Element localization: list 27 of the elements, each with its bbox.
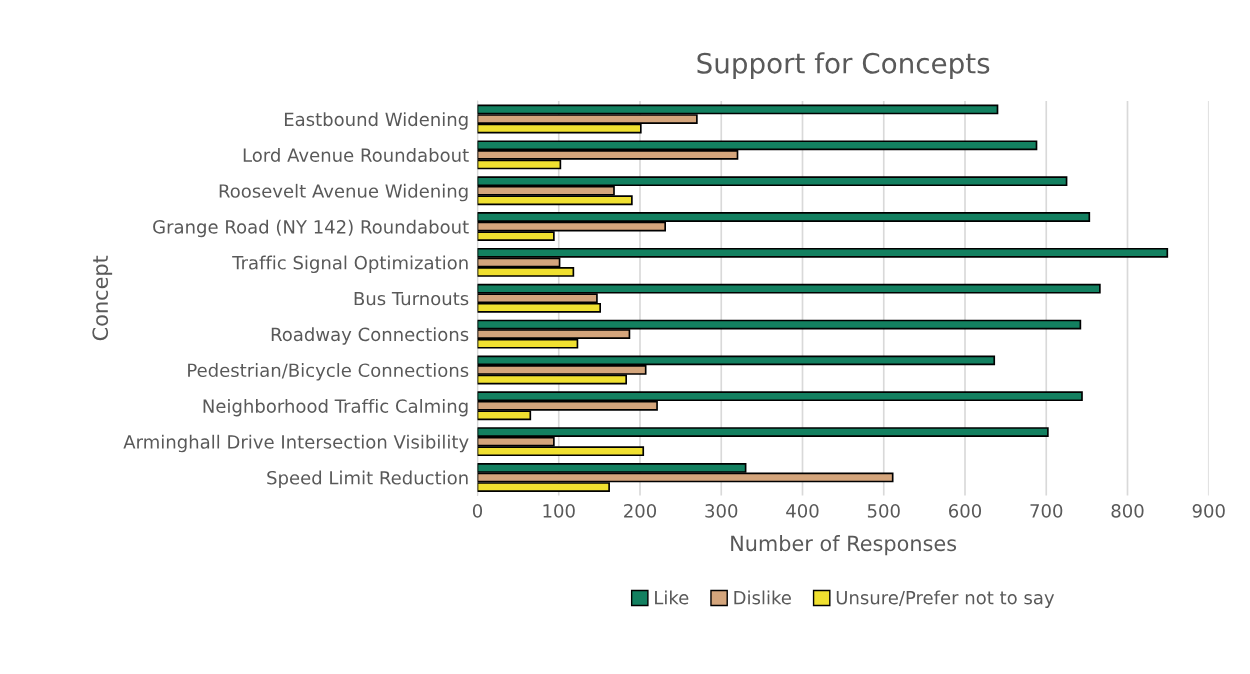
y-tick-label: Roosevelt Avenue Widening [219,183,468,202]
x-axis-title: Number of Responses [731,535,957,556]
chart-title: Support for Concepts [697,52,990,80]
y-tick-label: Neighborhood Traffic Calming [203,398,468,417]
legend-label: Dislike [734,590,791,605]
y-tick-label: Arminghall Drive Intersection Visibility [123,434,469,453]
y-tick-label: Traffic Signal Optimization [232,255,468,274]
y-tick-label: Eastbound Widening [284,112,468,130]
x-tick-label: 500 [867,504,900,518]
x-tick-label: 600 [949,504,982,518]
legend-label: Unsure/Prefer not to say [836,590,1055,608]
x-tick-label: 200 [624,504,657,518]
y-tick-label: Roadway Connections [271,327,469,345]
x-tick-label: 900 [1192,504,1225,518]
y-tick-label: Pedestrian/Bicycle Connections [188,363,469,381]
y-tick-label: Lord Avenue Roundabout [243,148,469,162]
y-tick-label: Speed Limit Reduction [267,470,468,489]
x-tick-label: 400 [786,504,819,518]
x-tick-label: 0 [472,504,483,518]
y-tick-label: Grange Road (NY 142) Roundabout [153,219,469,238]
y-tick-label: Bus Turnouts [354,291,469,306]
x-tick-label: 700 [1030,504,1063,518]
x-tick-label: 300 [705,504,738,518]
x-tick-label: 800 [1111,504,1144,518]
y-axis-title: Concept [92,255,113,341]
legend-label: Like [655,590,689,605]
x-tick-label: 100 [543,504,575,518]
